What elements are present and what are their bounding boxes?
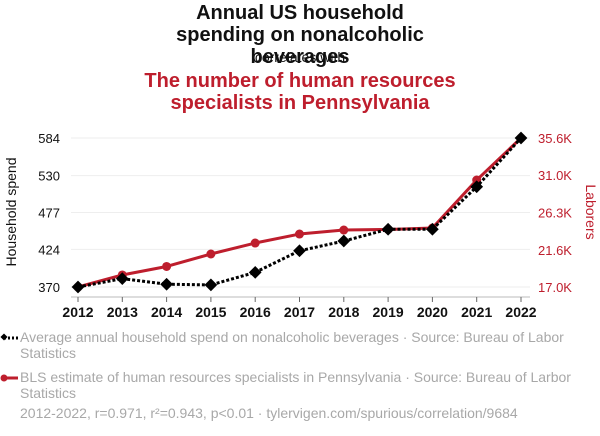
- data-point-household-spend: [293, 244, 306, 258]
- x-tick-label: 2012: [62, 304, 93, 320]
- right-axis-ticks: 17.0K 21.6K 26.3K 31.0K 35.6K: [538, 131, 572, 295]
- left-axis-ticks: 370 424 477 530 584: [38, 131, 60, 295]
- left-tick-label: 370: [38, 280, 60, 295]
- legend-swatch-hr-specialists: [0, 374, 18, 382]
- data-point-household-spend: [381, 222, 395, 236]
- x-tick-label: 2017: [284, 304, 315, 320]
- x-axis-ticks: 2012 2013 2014 2015 2016 2017 2018 2019 2020 2021…: [62, 297, 537, 320]
- x-tick-label: 2021: [461, 304, 492, 320]
- data-point-hr-specialists: [339, 225, 349, 235]
- x-tick-label: 2020: [417, 304, 448, 320]
- right-tick-label: 26.3K: [538, 206, 572, 221]
- correlates-with-label: correlates with: [254, 49, 346, 65]
- right-tick-label: 17.0K: [538, 280, 572, 295]
- data-point-household-spend: [204, 278, 218, 292]
- right-tick-label: 35.6K: [538, 131, 572, 146]
- data-point-household-spend: [337, 234, 351, 248]
- x-tick-label: 2016: [240, 304, 271, 320]
- data-point-household-spend: [426, 222, 439, 236]
- data-point-hr-specialists: [206, 249, 216, 259]
- data-point-household-spend: [71, 280, 85, 294]
- left-tick-label: 584: [38, 131, 60, 146]
- chart-subtitle: The number of human resources specialist…: [144, 70, 456, 114]
- gridlines: [71, 137, 530, 288]
- chart-title: Annual US household spending on nonalcoh…: [176, 2, 424, 68]
- legend-item-hr-specialists: BLS estimate of human resources speciali…: [20, 369, 571, 401]
- right-axis-label: Laborers: [583, 184, 599, 239]
- data-point-hr-specialists: [295, 229, 304, 239]
- right-tick-label: 31.0K: [538, 168, 572, 183]
- x-tick-label: 2015: [195, 304, 226, 320]
- x-tick-label: 2013: [107, 304, 138, 320]
- data-point-household-spend: [470, 180, 484, 194]
- left-tick-label: 424: [38, 242, 60, 257]
- left-tick-label: 530: [38, 169, 60, 184]
- data-point-hr-specialists: [250, 238, 260, 248]
- data-point-household-spend: [115, 272, 129, 286]
- right-tick-label: 21.6K: [538, 243, 572, 258]
- series-household-spend: [71, 131, 528, 294]
- x-tick-label: 2018: [328, 304, 359, 320]
- footer-stats: 2012-2022, r=0.971, r²=0.943, p<0.01 · t…: [20, 405, 518, 421]
- series-line-household-spend: [77, 136, 523, 289]
- legend-item-household-spend: Average annual household spend on nonalc…: [20, 329, 564, 361]
- data-point-hr-specialists: [162, 261, 172, 271]
- x-tick-label: 2014: [151, 304, 182, 320]
- x-tick-label: 2019: [373, 304, 404, 320]
- data-point-household-spend: [160, 277, 173, 291]
- x-tick-label: 2022: [505, 304, 536, 320]
- data-point-household-spend: [248, 266, 262, 279]
- left-axis-label: Household spend: [3, 158, 19, 267]
- legend-swatch-household-spend: [0, 333, 18, 341]
- left-tick-label: 477: [38, 206, 60, 221]
